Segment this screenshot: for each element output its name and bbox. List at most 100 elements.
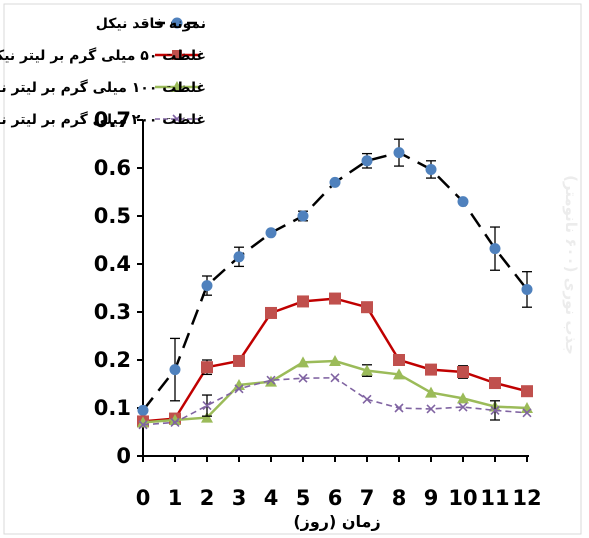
x-tick-label: 6 (328, 486, 343, 510)
data-point-stroke (362, 394, 372, 404)
data-point (297, 356, 309, 368)
x-tick-label: 8 (392, 486, 407, 510)
data-point (425, 363, 437, 376)
chart-frame (3, 3, 582, 535)
data-point (170, 417, 180, 427)
data-point (266, 375, 276, 385)
series-3 (138, 373, 532, 430)
data-point (169, 364, 181, 376)
data-point-stroke (458, 402, 468, 412)
data-point-stroke (522, 408, 532, 418)
x-tick-label: 11 (480, 486, 509, 510)
data-point (457, 366, 469, 378)
legend-item-3: غلظت ۲۰۰ میلی گرم بر لیتر نیکل (0, 111, 206, 128)
data-point (297, 295, 309, 308)
data-point (490, 405, 500, 415)
data-point (361, 301, 373, 314)
data-point (201, 280, 213, 292)
y-tick-label: 0.7 (94, 108, 131, 132)
y-tick-label: 0.2 (94, 348, 131, 372)
x-tick-label: 9 (424, 486, 439, 510)
series-layer (137, 138, 533, 430)
data-point-stroke (234, 384, 244, 394)
data-point-stroke (298, 373, 308, 383)
legend-label: غلظت ۱۰۰ میلی گرم بر لیتر نیکل (0, 79, 206, 96)
data-point (393, 147, 405, 159)
data-point (297, 210, 309, 222)
legend: نمونه فاقد نیکل غلظت ۵۰ میلی گرم بر لیتر … (0, 16, 206, 128)
data-point (202, 401, 212, 411)
x-tick-label: 0 (136, 486, 151, 510)
data-point (234, 384, 244, 394)
legend-swatch-marker-stroke (172, 114, 182, 124)
data-point (201, 361, 213, 374)
data-point (521, 283, 533, 295)
data-point (265, 227, 277, 239)
legend-swatch-marker (171, 81, 183, 92)
y-axis-title: جذب نوری (۶۰۰ نانومتر) (562, 175, 580, 355)
series-2 (137, 354, 533, 428)
data-point (425, 163, 437, 175)
data-point (138, 420, 148, 430)
legend-swatch-marker (171, 17, 183, 29)
data-point (233, 251, 245, 263)
x-tick-label: 12 (512, 486, 541, 510)
x-axis-title: زمان (روز) (293, 512, 380, 531)
y-tick-label: 0.6 (94, 156, 131, 180)
data-point-stroke (170, 417, 180, 427)
axes: 00.10.20.30.40.50.60.70 1 2 3 4 5 6 7 8 9 10 11 12 (94, 108, 542, 510)
data-point-stroke (330, 373, 340, 383)
data-point (521, 385, 533, 398)
legend-label: غلظت ۲۰۰ میلی گرم بر لیتر نیکل (0, 111, 206, 128)
y-tick-label: 0.3 (94, 300, 131, 324)
data-point-stroke (266, 375, 276, 385)
series-1 (137, 292, 533, 428)
y-tick-label: 0.1 (94, 396, 131, 420)
legend-item-0: نمونه فاقد نیکل (96, 16, 206, 32)
legend-label: غلظت ۵۰ میلی گرم بر لیتر نیکل (0, 47, 206, 64)
data-point (329, 176, 341, 188)
x-tick-label: 5 (296, 486, 311, 510)
data-point (329, 292, 341, 305)
data-point (522, 408, 532, 418)
data-point (393, 354, 405, 366)
data-point (330, 373, 340, 383)
data-point (457, 392, 469, 404)
legend-item-1: غلظت ۵۰ میلی گرم بر لیتر نیکل (0, 47, 206, 64)
data-point-stroke (426, 404, 436, 414)
x-tick-label: 7 (360, 486, 375, 510)
x-tick-label: 1 (168, 486, 183, 510)
y-tick-label: 0.4 (94, 252, 131, 276)
data-point (361, 364, 373, 376)
data-point (265, 306, 277, 319)
data-point (137, 404, 149, 416)
x-tick-label: 2 (200, 486, 215, 510)
data-point (394, 403, 404, 413)
legend-swatch-marker (172, 114, 182, 124)
data-point (233, 354, 245, 367)
x-tick-label: 4 (264, 486, 279, 510)
data-point (489, 377, 501, 390)
legend-swatch-marker (172, 50, 182, 60)
data-point-stroke (138, 420, 148, 430)
x-tick-label: 10 (448, 486, 477, 510)
data-point (233, 378, 245, 390)
data-point (426, 404, 436, 414)
x-tick-label: 3 (232, 486, 247, 510)
data-point-stroke (490, 405, 500, 415)
data-point (362, 394, 372, 404)
legend-item-2: غلظت ۱۰۰ میلی گرم بر لیتر نیکل (0, 79, 206, 96)
series-0 (137, 138, 533, 416)
legend-label: نمونه فاقد نیکل (96, 16, 206, 32)
data-point (169, 414, 181, 425)
data-point-stroke (394, 403, 404, 413)
y-tick-label: 0.5 (94, 204, 131, 228)
data-point (393, 368, 405, 380)
data-point (458, 402, 468, 412)
data-point (425, 386, 437, 398)
y-tick-label: 0 (116, 444, 131, 468)
data-point-stroke (202, 401, 212, 411)
data-point (298, 373, 308, 383)
